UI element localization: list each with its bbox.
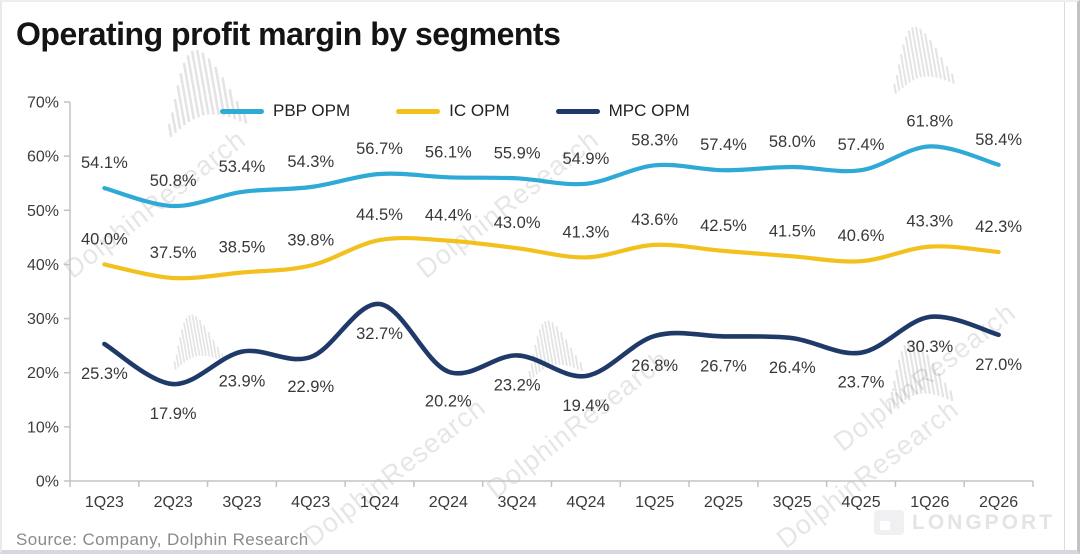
y-axis-label: 60% [27,149,59,166]
data-label-ic-opm: 40.6% [838,227,885,245]
data-label-ic-opm: 43.0% [494,214,541,232]
data-label-ic-opm: 42.5% [700,217,747,235]
data-label-pbp-opm: 56.1% [425,143,472,161]
data-label-ic-opm: 38.5% [219,239,266,257]
data-label-ic-opm: 43.3% [906,213,953,231]
data-label-ic-opm: 40.0% [81,230,128,248]
x-axis-label: 4Q24 [566,494,605,511]
data-label-mpc-opm: 20.2% [425,393,472,411]
data-label-mpc-opm: 23.9% [219,373,266,391]
data-label-pbp-opm: 50.8% [150,172,197,190]
x-axis-label: 2Q23 [154,494,193,511]
longport-logo: LONGPORT [874,510,1055,535]
longport-icon [874,510,904,535]
legend-label: PBP OPM [273,101,351,120]
x-axis-label: 2Q25 [704,494,743,511]
data-label-mpc-opm: 23.7% [838,374,885,392]
x-axis-label: 1Q26 [910,494,949,511]
data-label-mpc-opm: 23.2% [494,376,541,394]
data-label-pbp-opm: 57.4% [700,136,747,154]
legend-item-ic-opm: IC OPM [396,101,510,121]
data-label-pbp-opm: 61.8% [906,112,953,130]
y-axis-label: 70% [27,95,59,112]
source-note: Source: Company, Dolphin Research [16,530,309,549]
window-edge-divider [1064,2,1065,550]
data-label-ic-opm: 42.3% [975,218,1022,236]
data-label-mpc-opm: 17.9% [150,405,197,423]
ic-opm-line-swatch [396,108,441,114]
x-axis-label: 2Q26 [979,494,1018,511]
y-axis-label: 30% [27,311,59,328]
data-label-ic-opm: 41.5% [769,222,816,240]
chart-legend: PBP OPM IC OPM MPC OPM [220,101,690,121]
data-label-ic-opm: 44.5% [356,206,403,224]
data-label-pbp-opm: 58.4% [975,131,1022,149]
data-label-ic-opm: 43.6% [631,211,678,229]
legend-label: MPC OPM [608,101,690,120]
x-axis-label: 1Q25 [635,494,674,511]
x-axis-label: 4Q25 [841,494,880,511]
data-label-mpc-opm: 25.3% [81,365,128,383]
chart-title: Operating profit margin by segments [16,16,561,52]
y-axis-label: 20% [27,365,59,382]
x-axis-label: 3Q23 [222,494,261,511]
y-axis-label: 10% [27,419,59,436]
legend-label: IC OPM [449,101,510,120]
data-label-mpc-opm: 27.0% [975,356,1022,374]
data-label-pbp-opm: 57.4% [838,136,885,154]
data-label-pbp-opm: 54.9% [562,150,609,168]
data-label-mpc-opm: 26.7% [700,357,747,375]
x-axis-label: 3Q25 [773,494,812,511]
data-label-mpc-opm: 22.9% [287,378,334,396]
legend-item-pbp-opm: PBP OPM [220,101,350,121]
legend-item-mpc-opm: MPC OPM [555,101,690,121]
x-axis-label: 2Q24 [429,494,468,511]
longport-wordmark: LONGPORT [912,510,1055,534]
data-label-pbp-opm: 56.7% [356,140,403,158]
series-line-pbp-opm [102,144,1001,209]
x-axis-label: 3Q24 [498,494,537,511]
data-label-mpc-opm: 19.4% [562,397,609,415]
data-label-mpc-opm: 30.3% [906,338,953,356]
data-label-ic-opm: 39.8% [287,232,334,250]
data-label-ic-opm: 37.5% [150,244,197,262]
data-label-pbp-opm: 53.4% [219,158,266,176]
x-axis-label: 4Q23 [291,494,330,511]
x-axis-label: 1Q24 [360,494,399,511]
data-label-pbp-opm: 58.0% [769,133,816,151]
data-label-ic-opm: 41.3% [562,223,609,241]
mpc-opm-line-swatch [555,108,600,114]
data-label-mpc-opm: 26.4% [769,359,816,377]
data-label-ic-opm: 44.4% [425,207,472,225]
y-axis-label: 50% [27,203,59,220]
data-label-mpc-opm: 32.7% [356,325,403,343]
series-line-ic-opm [102,235,1001,281]
y-axis-label: 0% [36,474,59,491]
data-label-pbp-opm: 58.3% [631,131,678,149]
y-axis-label: 40% [27,257,59,274]
data-label-pbp-opm: 54.3% [287,153,334,171]
data-label-pbp-opm: 55.9% [494,144,541,162]
data-label-mpc-opm: 26.8% [631,357,678,375]
x-axis-label: 1Q23 [85,494,124,511]
data-label-pbp-opm: 54.1% [81,154,128,172]
pbp-opm-line-swatch [220,108,264,114]
series-line-mpc-opm [102,301,1001,387]
